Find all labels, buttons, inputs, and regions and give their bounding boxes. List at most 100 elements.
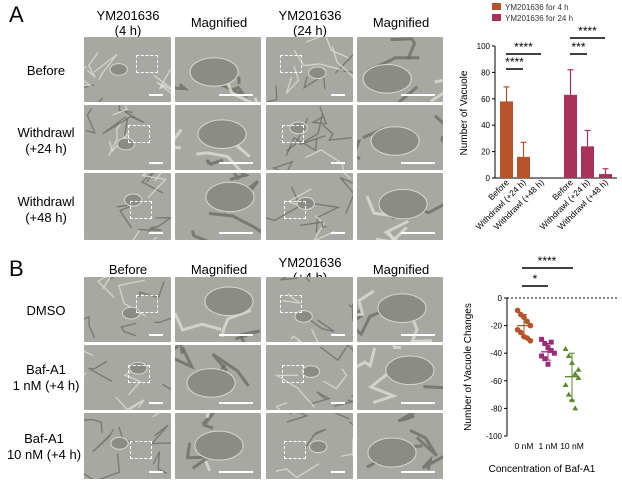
data-point [572, 370, 579, 376]
bar-y-tick-label: 60 [481, 95, 490, 104]
scale-bar [149, 94, 163, 96]
scale-bar [219, 162, 253, 164]
panel-b-micrograph-r1-c1 [84, 277, 171, 342]
scatter-y-tick-label: -60 [490, 377, 502, 386]
data-point [548, 339, 554, 345]
bar-y-tick-label: 20 [481, 148, 490, 157]
scale-bar [149, 232, 163, 234]
legend-label-24h: YM201636 for 24 h [505, 14, 573, 23]
col-header-a-1: YM201636 (4 h) [96, 8, 160, 38]
bar [500, 101, 513, 178]
scale-bar [401, 94, 435, 96]
scatter-y-tick-label: 0 [498, 294, 503, 303]
scale-bar [219, 94, 253, 96]
significance-label: **** [578, 24, 597, 38]
panel-a-micrograph-r1-c2 [175, 37, 261, 102]
bar-y-tick-label: 80 [481, 68, 490, 77]
panel-b-micrograph-r2-c3 [266, 345, 353, 410]
panel-a-micrograph-r1-c1 [84, 37, 171, 102]
bar [564, 94, 577, 178]
data-point [518, 329, 524, 336]
panel-letter-b: B [9, 256, 24, 281]
bar [599, 174, 612, 178]
col-header-b-2: Magnified [190, 262, 248, 277]
scale-bar [219, 402, 253, 404]
scale-bar [219, 232, 253, 234]
scatter-category-label: 1 nM [539, 441, 558, 451]
data-point [565, 391, 572, 397]
significance-label: * [533, 272, 538, 286]
panel-b-micrograph-r2-c4 [357, 345, 443, 410]
scatter-y-tick-label: -80 [490, 404, 502, 413]
col-header-b-4: Magnified [372, 262, 430, 277]
data-point [524, 318, 530, 325]
data-point [575, 375, 582, 381]
panel-b-micrograph-r2-c1 [84, 345, 171, 410]
scale-bar [331, 471, 345, 473]
scatter-chart-ylabel: Number of Vacuole Changes [463, 303, 474, 431]
scale-bar [331, 402, 345, 404]
magnified-region-box [128, 365, 150, 383]
legend-swatch-24h [492, 14, 501, 21]
data-point [572, 405, 579, 411]
scale-bar [149, 471, 163, 473]
scatter-y-tick-label: -20 [490, 322, 502, 331]
magnified-region-box [280, 55, 302, 73]
row-label-b-2: Baf-A1 1 nM (+4 h) [12, 362, 80, 393]
significance-label: **** [505, 55, 524, 69]
col-header-a-4: Magnified [372, 15, 430, 30]
row-label-a-1: Before [26, 63, 66, 78]
panel-a-micrograph-r1-c4 [357, 37, 443, 102]
panel-a-micrograph-r2-c2 [175, 105, 261, 170]
scale-bar [149, 162, 163, 164]
scale-bar [401, 402, 435, 404]
scatter-chart-xlabel: Concentration of Baf-A1 [489, 464, 596, 475]
magnified-region-box [130, 201, 152, 219]
col-header-a-2: Magnified [190, 15, 248, 30]
bar [517, 156, 530, 178]
data-point [565, 352, 572, 358]
scale-bar [149, 402, 163, 404]
magnified-region-box [280, 295, 302, 313]
row-label-a-3: Withdrawl (+48 h) [17, 194, 75, 225]
bar-y-tick-label: 100 [477, 42, 491, 51]
scale-bar [401, 471, 435, 473]
data-point [542, 341, 548, 347]
panel-a-micrograph-r1-c3 [266, 37, 353, 102]
data-point [548, 347, 554, 353]
magnified-region-box [136, 55, 158, 73]
data-point [562, 381, 569, 387]
data-point [539, 336, 545, 342]
data-point [542, 356, 548, 362]
significance-label: *** [571, 40, 585, 54]
bar-y-tick-label: 40 [481, 121, 490, 130]
vacuole-bar-chart: YM201636 for 4 h YM201636 for 24 h Numbe… [459, 3, 617, 232]
magnified-region-box [284, 201, 306, 219]
magnified-region-box [282, 365, 304, 383]
panel-b-micrograph-r1-c3 [266, 277, 353, 342]
panel-a-micrograph-r2-c4 [357, 105, 443, 170]
data-point [514, 307, 521, 314]
panel-a-micrograph-r3-c2 [175, 173, 261, 240]
scale-bar [219, 334, 253, 336]
legend-label-4h: YM201636 for 4 h [505, 3, 569, 12]
magnified-region-box [130, 441, 152, 459]
scatter-y-tick-label: -100 [486, 432, 503, 441]
bar [581, 146, 594, 178]
panel-a-micrograph-r3-c1 [84, 173, 171, 240]
panel-b-micrograph-r3-c2 [175, 413, 261, 479]
panel-a-micrograph-r3-c3 [266, 173, 353, 240]
legend-swatch-4h [492, 3, 501, 10]
scale-bar [401, 334, 435, 336]
panel-letter-a: A [9, 2, 24, 27]
magnified-region-box [136, 295, 158, 313]
bar-y-tick-label: 0 [486, 174, 491, 183]
col-header-b-1: Before [108, 262, 148, 277]
magnified-region-box [284, 441, 306, 459]
significance-label: **** [514, 40, 533, 54]
scale-bar [331, 162, 345, 164]
magnified-region-box [128, 125, 150, 143]
panel-b-micrograph-r3-c1 [84, 413, 171, 479]
panel-b-micrograph-r2-c2 [175, 345, 261, 410]
significance-label: **** [538, 254, 557, 268]
